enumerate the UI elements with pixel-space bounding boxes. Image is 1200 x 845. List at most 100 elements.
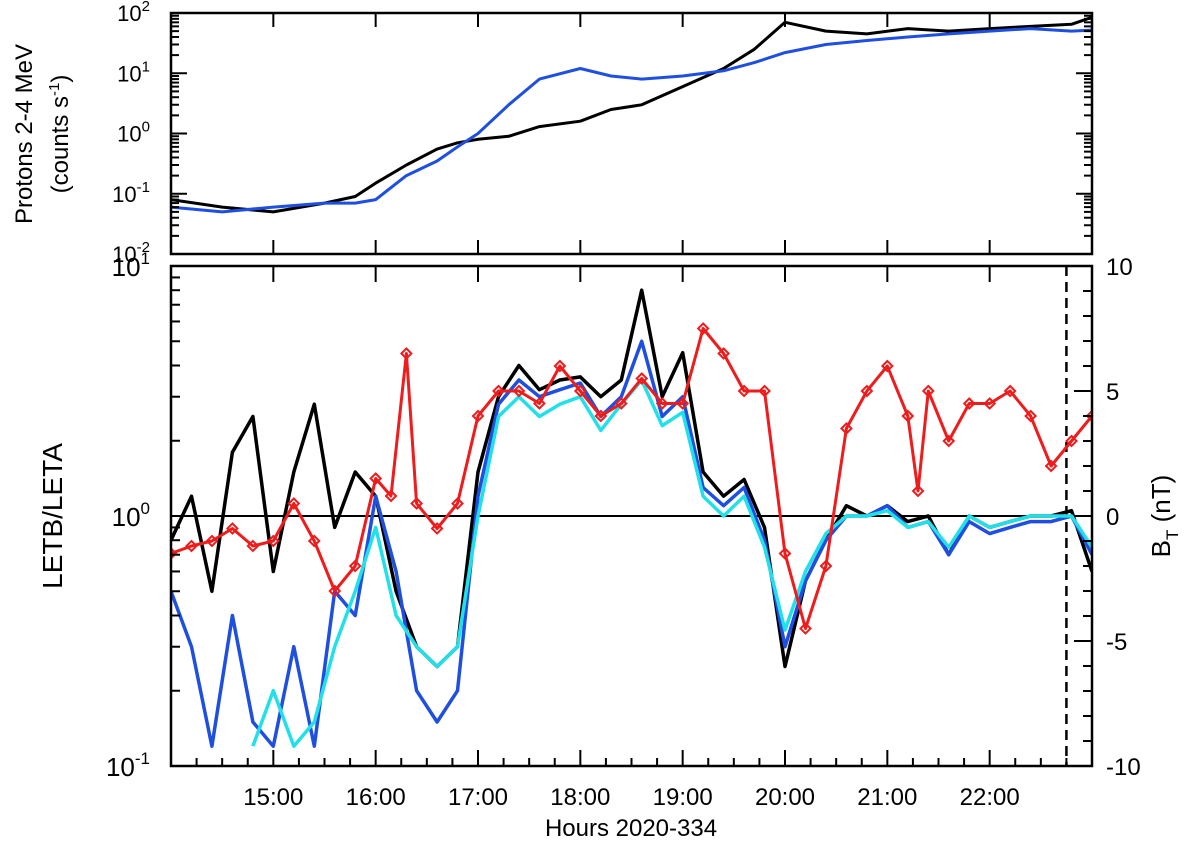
bottom-left-y-axis: 10-1 10 0 101 [106,249,189,782]
top-y-axis-title-unit-close: ) [47,75,74,83]
bottom-y-tick-label: 101 [112,249,150,282]
bottom-y-tick-exponent: 0 [141,499,150,518]
bt-diamond-marker [1024,409,1038,423]
bt-diamond-marker [1085,409,1092,423]
bt-diamond-marker [717,347,731,360]
bottom-x-tick-label: 15:00 [243,784,303,811]
top-y-tick-base: 10 [117,1,141,26]
bottom-y2-tick-label: 0 [1106,504,1119,531]
bt-diamond-marker [860,384,874,398]
top-y-axis-title-unit-sup: -1 [46,83,63,96]
top-y-tick-label: 101 [117,58,150,86]
bottom-series-line-0 [171,288,1092,669]
top-y-tick-base: 10 [117,61,141,86]
bt-diamond-marker [880,359,894,373]
bottom-y-tick-exponent: 1 [141,249,150,268]
top-series-line-1 [171,27,1092,214]
top-y-tick-label: 102 [117,0,150,26]
bottom-series-group [171,266,1092,766]
bottom-x-tick-label: 22:00 [960,784,1020,811]
bt-diamond-marker [758,384,771,398]
bottom-x-tick-label: 21:00 [857,784,917,811]
bt-diamond-marker [307,534,321,548]
bt-diamond-marker [532,397,546,410]
bottom-y2-axis-title-unit: (nT) [1146,475,1176,530]
top-y-tick-label: 10-1 [112,179,150,207]
bottom-y-tick-label: 10-1 [106,749,150,782]
bt-diamond-marker [225,522,239,535]
bt-diamond-marker [246,539,260,553]
bottom-y2-tick-label: 10 [1106,254,1133,281]
bottom-right-y-axis: -10 -5 0 5 10 [1074,254,1141,781]
bt-diamond-marker [594,409,608,423]
top-y-tick-exponent: -1 [137,179,150,196]
bt-diamond-marker [696,322,710,335]
bottom-series-line-2 [251,378,1092,748]
bt-diamond-marker [962,397,976,410]
bottom-y-tick-exponent: -1 [135,749,150,768]
bt-diamond-marker [369,472,383,485]
bottom-series-line-3 [171,327,1092,630]
bt-diamond-marker [384,489,398,503]
top-y-axis-title-line1: Protons 2-4 MeV [11,44,38,224]
top-y-tick-exponent: 1 [142,58,150,75]
bt-diamond-marker [410,497,424,510]
top-series-line-0 [171,15,1092,214]
bt-diamond-marker [1044,459,1058,473]
bt-diamond-marker [778,547,792,560]
bt-diamond-marker [635,372,649,385]
bottom-x-tick-label: 18:00 [550,784,610,811]
bt-diamond-marker [901,409,915,423]
bt-diamond-marker [205,534,219,548]
top-y-tick-exponent: 0 [142,119,150,136]
bt-diamond-marker [799,622,812,635]
bt-diamond-marker [328,584,342,598]
top-y-tick-base: 10 [112,182,136,207]
bt-diamond-marker [399,347,413,360]
top-series-group [171,15,1092,214]
top-y-tick-exponent: -2 [137,239,150,256]
bottom-y2-tick-label: 5 [1106,379,1119,406]
bottom-y2-tick-label: -10 [1106,754,1141,781]
bottom-y-tick-base: 10 [112,252,141,282]
bt-diamond-marker [451,497,464,510]
top-y-tick-base: 10 [112,242,136,267]
x-axis-title: Hours 2020-334 [545,815,717,842]
top-y-tick-label: 100 [117,119,150,147]
bt-diamond-marker [983,397,997,410]
bottom-y2-tick-label: -5 [1106,629,1127,656]
bt-diamond-marker [266,534,280,548]
bottom-series-line-1 [171,339,1092,748]
bottom-x-tick-label: 20:00 [755,784,815,811]
top-y-tick-exponent: 2 [142,0,150,15]
bt-diamond-marker [287,497,301,510]
top-y-tick-base: 10 [117,122,141,147]
bt-diamond-marker [512,384,526,398]
bt-diamond-marker [737,384,751,398]
bt-diamond-marker [921,384,935,398]
bt-diamond-marker [911,484,925,498]
bt-diamond-marker [614,397,628,410]
bt-diamond-marker [171,547,178,560]
bt-diamond-marker [553,359,567,373]
bottom-y-axis-title: LETB/LETA [37,443,68,589]
bottom-panel: 10-1 10 0 101 -10 -5 0 5 10 15:00 16:00 17:00 18:0… [37,249,1182,842]
bt-diamond-marker [573,384,587,398]
bottom-y2-axis-title: BT (nT) [1146,475,1182,558]
bottom-y2-axis-title-sub: T [1163,530,1182,540]
bt-diamond-marker [676,397,690,410]
bottom-x-tick-label: 17:00 [448,784,508,811]
bt-diamond-marker [839,422,853,435]
bt-diamond-marker [471,409,485,423]
bt-diamond-marker [492,384,505,398]
bt-diamond-marker [1065,434,1078,448]
bt-diamond-marker [1003,384,1017,398]
bt-diamond-marker [655,397,669,410]
bt-diamond-marker [430,522,444,535]
bottom-x-tick-label: 16:00 [346,784,406,811]
top-y-axis-title-unit: (counts s [47,96,74,193]
bt-diamond-marker [348,559,362,573]
